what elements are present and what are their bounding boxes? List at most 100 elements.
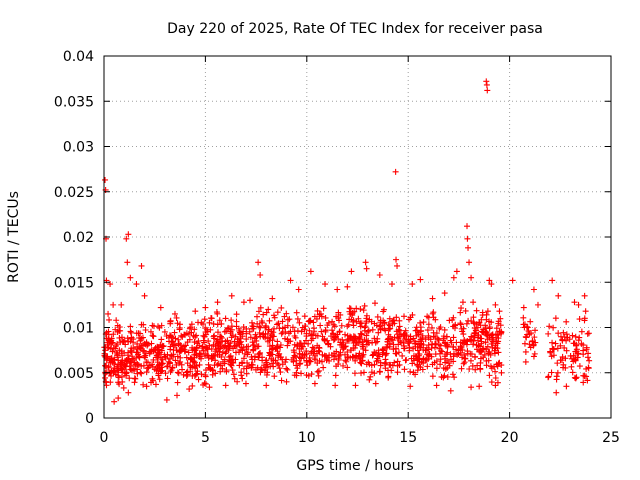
data-point xyxy=(409,360,416,367)
data-point xyxy=(264,335,271,342)
data-point xyxy=(401,366,408,373)
data-point xyxy=(193,332,200,339)
data-point xyxy=(123,235,130,242)
data-point xyxy=(263,309,270,316)
data-point xyxy=(105,337,112,344)
data-point xyxy=(251,341,258,348)
data-point xyxy=(126,375,133,382)
data-point xyxy=(184,339,191,346)
data-point xyxy=(555,292,562,299)
data-point xyxy=(278,330,285,337)
data-point xyxy=(250,346,257,353)
data-point xyxy=(144,359,151,366)
data-point xyxy=(243,343,250,350)
data-point xyxy=(118,301,125,308)
data-point xyxy=(252,331,259,338)
data-point xyxy=(392,168,399,175)
data-point xyxy=(351,308,358,315)
data-point xyxy=(279,325,286,332)
data-point xyxy=(545,330,552,337)
data-point xyxy=(444,342,451,349)
data-point xyxy=(338,322,345,329)
data-point xyxy=(171,329,178,336)
data-point xyxy=(169,338,176,345)
data-point xyxy=(444,373,451,380)
data-point xyxy=(560,329,567,336)
data-point xyxy=(311,355,318,362)
data-point xyxy=(554,369,561,376)
data-point xyxy=(256,323,263,330)
data-point xyxy=(568,355,575,362)
data-point xyxy=(468,333,475,340)
data-point xyxy=(443,351,450,358)
data-point xyxy=(523,334,530,341)
data-point xyxy=(376,272,383,279)
data-point xyxy=(228,317,235,324)
data-point xyxy=(141,353,148,360)
data-point xyxy=(482,329,489,336)
data-point xyxy=(465,244,472,251)
data-point xyxy=(158,347,165,354)
data-point xyxy=(314,342,321,349)
data-point xyxy=(356,339,363,346)
data-point xyxy=(383,350,390,357)
data-point xyxy=(146,350,153,357)
data-point xyxy=(371,361,378,368)
data-point xyxy=(520,304,527,311)
data-point xyxy=(294,315,301,322)
data-point xyxy=(310,325,317,332)
data-point xyxy=(429,341,436,348)
data-point xyxy=(271,325,278,332)
data-point xyxy=(106,316,113,323)
data-point xyxy=(470,341,477,348)
data-point xyxy=(201,339,208,346)
data-point xyxy=(433,330,440,337)
data-point xyxy=(167,317,174,324)
data-point xyxy=(493,325,500,332)
data-point xyxy=(369,352,376,359)
data-point xyxy=(219,365,226,372)
data-point xyxy=(176,324,183,331)
data-point xyxy=(563,318,570,325)
data-point xyxy=(382,327,389,334)
data-point xyxy=(254,364,261,371)
data-point xyxy=(296,350,303,357)
data-point xyxy=(206,364,213,371)
data-point xyxy=(494,332,501,339)
data-point xyxy=(244,363,251,370)
data-point xyxy=(296,319,303,326)
x-tick-label: 15 xyxy=(399,430,417,446)
data-point xyxy=(101,350,108,357)
data-point xyxy=(418,340,425,347)
data-point xyxy=(450,274,457,281)
data-point xyxy=(386,340,393,347)
data-point xyxy=(307,317,314,324)
data-point xyxy=(166,355,173,362)
data-point xyxy=(134,346,141,353)
data-point xyxy=(381,320,388,327)
data-point xyxy=(239,375,246,382)
data-point xyxy=(361,327,368,334)
data-point xyxy=(545,374,552,381)
data-point xyxy=(457,349,464,356)
data-point xyxy=(409,281,416,288)
data-point xyxy=(102,347,109,354)
data-point xyxy=(342,357,349,364)
data-point xyxy=(290,347,297,354)
data-point xyxy=(308,331,315,338)
data-point xyxy=(212,348,219,355)
data-point xyxy=(202,373,209,380)
data-point xyxy=(405,340,412,347)
data-point xyxy=(308,337,315,344)
data-point xyxy=(441,290,448,297)
data-point xyxy=(478,338,485,345)
data-point xyxy=(108,356,115,363)
y-tick-label: 0.04 xyxy=(63,49,94,65)
y-tick-label: 0.035 xyxy=(54,94,94,110)
data-point xyxy=(390,317,397,324)
data-point xyxy=(281,335,288,342)
data-point xyxy=(232,356,239,363)
data-point xyxy=(452,322,459,329)
data-point xyxy=(368,369,375,376)
data-point xyxy=(128,329,135,336)
